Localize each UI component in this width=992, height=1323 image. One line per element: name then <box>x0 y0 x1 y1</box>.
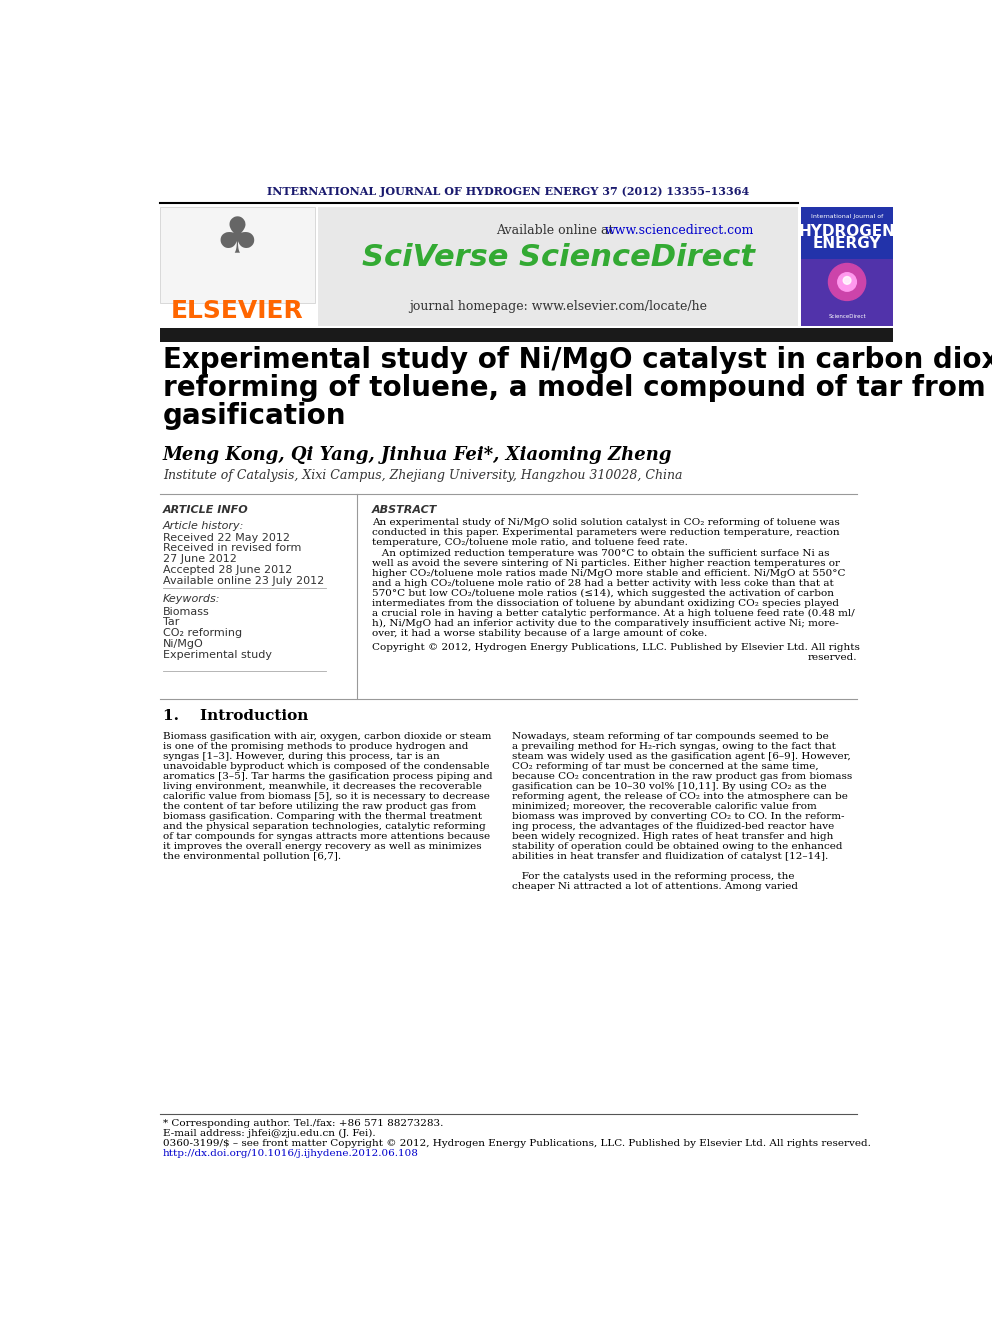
Text: ARTICLE INFO: ARTICLE INFO <box>163 505 249 515</box>
Text: HYDROGEN: HYDROGEN <box>799 224 896 238</box>
Text: biomass was improved by converting CO₂ to CO. In the reform-: biomass was improved by converting CO₂ t… <box>512 812 844 820</box>
Text: abilities in heat transfer and fluidization of catalyst [12–14].: abilities in heat transfer and fluidizat… <box>512 852 827 861</box>
Text: reforming of toluene, a model compound of tar from biomass: reforming of toluene, a model compound o… <box>163 374 992 402</box>
Text: Biomass gasification with air, oxygen, carbon dioxide or steam: Biomass gasification with air, oxygen, c… <box>163 732 491 741</box>
Text: Biomass: Biomass <box>163 606 209 617</box>
Text: is one of the promising methods to produce hydrogen and: is one of the promising methods to produ… <box>163 742 468 750</box>
Text: reforming agent, the release of CO₂ into the atmosphere can be: reforming agent, the release of CO₂ into… <box>512 792 847 800</box>
Text: For the catalysts used in the reforming process, the: For the catalysts used in the reforming … <box>512 872 794 881</box>
Text: Received 22 May 2012: Received 22 May 2012 <box>163 533 290 542</box>
Text: ScienceDirect: ScienceDirect <box>828 314 866 319</box>
Text: * Corresponding author. Tel./fax: +86 571 88273283.: * Corresponding author. Tel./fax: +86 57… <box>163 1119 443 1129</box>
Text: Copyright © 2012, Hydrogen Energy Publications, LLC. Published by Elsevier Ltd. : Copyright © 2012, Hydrogen Energy Public… <box>372 643 860 652</box>
Text: steam was widely used as the gasification agent [6–9]. However,: steam was widely used as the gasificatio… <box>512 751 850 761</box>
Text: An experimental study of Ni/MgO solid solution catalyst in CO₂ reforming of tolu: An experimental study of Ni/MgO solid so… <box>372 517 840 527</box>
FancyBboxPatch shape <box>317 206 799 325</box>
Text: Article history:: Article history: <box>163 521 244 531</box>
Text: calorific value from biomass [5], so it is necessary to decrease: calorific value from biomass [5], so it … <box>163 792 490 800</box>
Text: the content of tar before utilizing the raw product gas from: the content of tar before utilizing the … <box>163 802 476 811</box>
Text: intermediates from the dissociation of toluene by abundant oxidizing CO₂ species: intermediates from the dissociation of t… <box>372 599 839 609</box>
Text: cheaper Ni attracted a lot of attentions. Among varied: cheaper Ni attracted a lot of attentions… <box>512 882 798 890</box>
Text: Accepted 28 June 2012: Accepted 28 June 2012 <box>163 565 292 576</box>
FancyBboxPatch shape <box>802 259 893 325</box>
Circle shape <box>843 277 851 284</box>
Text: aromatics [3–5]. Tar harms the gasification process piping and: aromatics [3–5]. Tar harms the gasificat… <box>163 771 492 781</box>
Circle shape <box>828 263 866 300</box>
Text: www.sciencedirect.com: www.sciencedirect.com <box>604 224 754 237</box>
Text: ENERGY: ENERGY <box>812 235 881 251</box>
FancyBboxPatch shape <box>160 206 314 303</box>
Text: unavoidable byproduct which is composed of the condensable: unavoidable byproduct which is composed … <box>163 762 489 771</box>
FancyBboxPatch shape <box>802 206 893 325</box>
Text: Institute of Catalysis, Xixi Campus, Zhejiang University, Hangzhou 310028, China: Institute of Catalysis, Xixi Campus, Zhe… <box>163 470 682 483</box>
Text: ♣: ♣ <box>214 216 260 263</box>
Text: Experimental study: Experimental study <box>163 650 272 660</box>
Text: the environmental pollution [6,7].: the environmental pollution [6,7]. <box>163 852 341 861</box>
Text: and a high CO₂/toluene mole ratio of 28 had a better activity with less coke tha: and a high CO₂/toluene mole ratio of 28 … <box>372 579 833 589</box>
Text: well as avoid the severe sintering of Ni particles. Either higher reaction tempe: well as avoid the severe sintering of Ni… <box>372 560 840 569</box>
Text: SciVerse ScienceDirect: SciVerse ScienceDirect <box>361 243 755 271</box>
Text: a prevailing method for H₂-rich syngas, owing to the fact that: a prevailing method for H₂-rich syngas, … <box>512 742 835 750</box>
Text: 1.    Introduction: 1. Introduction <box>163 709 309 724</box>
Text: journal homepage: www.elsevier.com/locate/he: journal homepage: www.elsevier.com/locat… <box>409 300 707 314</box>
Text: biomass gasification. Comparing with the thermal treatment: biomass gasification. Comparing with the… <box>163 812 482 820</box>
Text: http://dx.doi.org/10.1016/j.ijhydene.2012.06.108: http://dx.doi.org/10.1016/j.ijhydene.201… <box>163 1150 419 1158</box>
Text: 27 June 2012: 27 June 2012 <box>163 554 237 564</box>
Text: higher CO₂/toluene mole ratios made Ni/MgO more stable and efficient. Ni/MgO at : higher CO₂/toluene mole ratios made Ni/M… <box>372 569 845 578</box>
Text: Keywords:: Keywords: <box>163 594 220 605</box>
Text: temperature, CO₂/toluene mole ratio, and toluene feed rate.: temperature, CO₂/toluene mole ratio, and… <box>372 537 687 546</box>
Text: ELSEVIER: ELSEVIER <box>171 299 304 323</box>
Text: Tar: Tar <box>163 618 180 627</box>
Text: reserved.: reserved. <box>807 654 857 663</box>
Text: Available online 23 July 2012: Available online 23 July 2012 <box>163 576 324 586</box>
Text: a crucial role in having a better catalytic performance. At a high toluene feed : a crucial role in having a better cataly… <box>372 610 855 618</box>
Text: CO₂ reforming: CO₂ reforming <box>163 628 242 638</box>
FancyBboxPatch shape <box>160 328 893 343</box>
Text: living environment, meanwhile, it decreases the recoverable: living environment, meanwhile, it decrea… <box>163 782 482 791</box>
Text: and the physical separation technologies, catalytic reforming: and the physical separation technologies… <box>163 822 485 831</box>
Circle shape <box>838 273 856 291</box>
Text: E-mail address: jhfei@zju.edu.cn (J. Fei).: E-mail address: jhfei@zju.edu.cn (J. Fei… <box>163 1129 375 1138</box>
Text: Nowadays, steam reforming of tar compounds seemed to be: Nowadays, steam reforming of tar compoun… <box>512 732 828 741</box>
Text: Meng Kong, Qi Yang, Jinhua Fei*, Xiaoming Zheng: Meng Kong, Qi Yang, Jinhua Fei*, Xiaomin… <box>163 446 673 464</box>
Text: ing process, the advantages of the fluidized-bed reactor have: ing process, the advantages of the fluid… <box>512 822 833 831</box>
Text: 570°C but low CO₂/toluene mole ratios (≤14), which suggested the activation of c: 570°C but low CO₂/toluene mole ratios (≤… <box>372 589 834 598</box>
Text: h), Ni/MgO had an inferior activity due to the comparatively insufficient active: h), Ni/MgO had an inferior activity due … <box>372 619 839 628</box>
Text: Available online at: Available online at <box>496 224 613 237</box>
Text: conducted in this paper. Experimental parameters were reduction temperature, rea: conducted in this paper. Experimental pa… <box>372 528 839 537</box>
Text: because CO₂ concentration in the raw product gas from biomass: because CO₂ concentration in the raw pro… <box>512 771 852 781</box>
Text: syngas [1–3]. However, during this process, tar is an: syngas [1–3]. However, during this proce… <box>163 751 439 761</box>
Text: CO₂ reforming of tar must be concerned at the same time,: CO₂ reforming of tar must be concerned a… <box>512 762 818 771</box>
Text: An optimized reduction temperature was 700°C to obtain the sufficient surface Ni: An optimized reduction temperature was 7… <box>372 549 829 558</box>
Text: INTERNATIONAL JOURNAL OF HYDROGEN ENERGY 37 (2012) 13355–13364: INTERNATIONAL JOURNAL OF HYDROGEN ENERGY… <box>267 185 750 197</box>
Text: been widely recognized. High rates of heat transfer and high: been widely recognized. High rates of he… <box>512 832 833 841</box>
Text: stability of operation could be obtained owing to the enhanced: stability of operation could be obtained… <box>512 841 842 851</box>
Text: 0360-3199/$ – see front matter Copyright © 2012, Hydrogen Energy Publications, L: 0360-3199/$ – see front matter Copyright… <box>163 1139 871 1148</box>
Text: minimized; moreover, the recoverable calorific value from: minimized; moreover, the recoverable cal… <box>512 802 816 811</box>
Text: gasification can be 10–30 vol% [10,11]. By using CO₂ as the: gasification can be 10–30 vol% [10,11]. … <box>512 782 826 791</box>
Text: International Journal of: International Journal of <box>810 214 883 220</box>
Text: of tar compounds for syngas attracts more attentions because: of tar compounds for syngas attracts mor… <box>163 832 490 841</box>
Text: Experimental study of Ni/MgO catalyst in carbon dioxide: Experimental study of Ni/MgO catalyst in… <box>163 347 992 374</box>
Text: over, it had a worse stability because of a large amount of coke.: over, it had a worse stability because o… <box>372 630 707 639</box>
Text: Received in revised form: Received in revised form <box>163 544 302 553</box>
Text: Ni/MgO: Ni/MgO <box>163 639 203 648</box>
Text: it improves the overall energy recovery as well as minimizes: it improves the overall energy recovery … <box>163 841 481 851</box>
Text: gasification: gasification <box>163 402 346 430</box>
Text: ABSTRACT: ABSTRACT <box>372 505 437 515</box>
